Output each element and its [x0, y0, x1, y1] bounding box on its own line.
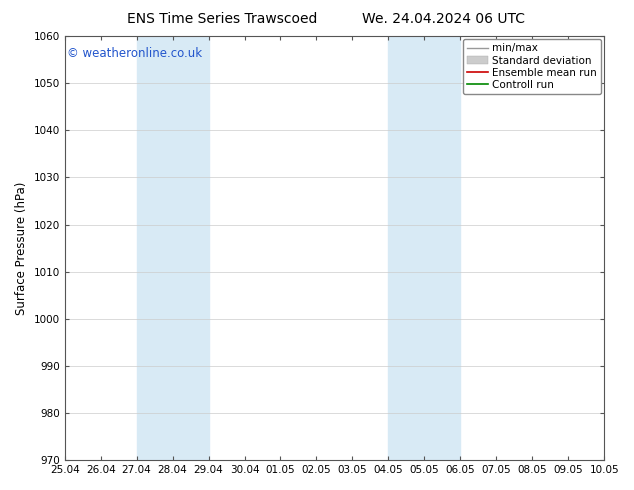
Y-axis label: Surface Pressure (hPa): Surface Pressure (hPa)	[15, 181, 28, 315]
Text: We. 24.04.2024 06 UTC: We. 24.04.2024 06 UTC	[362, 12, 526, 26]
Text: © weatheronline.co.uk: © weatheronline.co.uk	[67, 47, 202, 60]
Bar	[389, 36, 460, 460]
Legend: min/max, Standard deviation, Ensemble mean run, Controll run: min/max, Standard deviation, Ensemble me…	[463, 39, 601, 94]
Bar	[136, 36, 209, 460]
Text: ENS Time Series Trawscoed: ENS Time Series Trawscoed	[127, 12, 317, 26]
